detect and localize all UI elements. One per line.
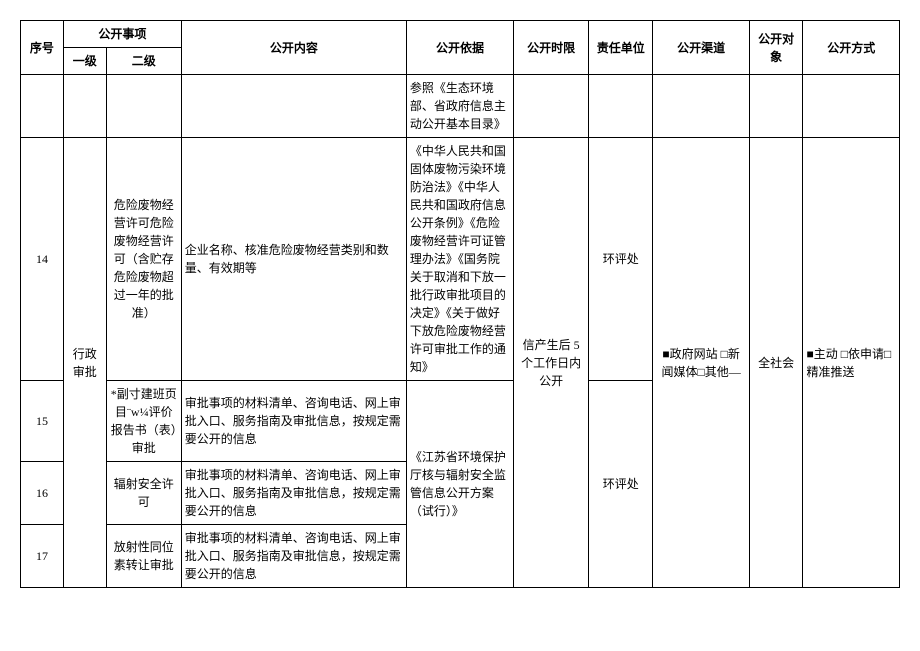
cell-empty bbox=[589, 75, 653, 138]
cell-empty bbox=[63, 75, 106, 138]
row-top: 参照《生态环境部、省政府信息主动公开基本目录》 bbox=[21, 75, 900, 138]
cell-lv1: 行政审批 bbox=[63, 138, 106, 588]
header-time: 公开时限 bbox=[514, 21, 589, 75]
header-resp: 责任单位 bbox=[589, 21, 653, 75]
header-target: 公开对象 bbox=[749, 21, 803, 75]
cell-content-15: 审批事项的材料清单、咨询电话、网上审批入口、服务指南及审批信息，按规定需要公开的… bbox=[181, 381, 406, 462]
header-matters: 公开事项 bbox=[63, 21, 181, 48]
cell-empty bbox=[749, 75, 803, 138]
header-lv1: 一级 bbox=[63, 48, 106, 75]
cell-seq-16: 16 bbox=[21, 462, 64, 525]
cell-time: 信产生后 5 个工作日内公开 bbox=[514, 138, 589, 588]
cell-basis-14: 《中华人民共和国固体废物污染环境防治法》《中华人民共和国政府信息公开条例》《危险… bbox=[406, 138, 513, 381]
cell-resp-16: 环评处 bbox=[589, 381, 653, 588]
cell-basis-top: 参照《生态环境部、省政府信息主动公开基本目录》 bbox=[406, 75, 513, 138]
cell-empty bbox=[514, 75, 589, 138]
cell-lv2-16: 辐射安全许可 bbox=[106, 462, 181, 525]
header-row-1: 序号 公开事项 公开内容 公开依据 公开时限 责任单位 公开渠道 公开对象 公开… bbox=[21, 21, 900, 48]
disclosure-table: 序号 公开事项 公开内容 公开依据 公开时限 责任单位 公开渠道 公开对象 公开… bbox=[20, 20, 900, 588]
header-method: 公开方式 bbox=[803, 21, 900, 75]
cell-empty bbox=[21, 75, 64, 138]
cell-seq-14: 14 bbox=[21, 138, 64, 381]
cell-lv2-15: *副寸建班页目¨w¼评价报告书（表）审批 bbox=[106, 381, 181, 462]
cell-empty bbox=[803, 75, 900, 138]
header-content: 公开内容 bbox=[181, 21, 406, 75]
header-lv2: 二级 bbox=[106, 48, 181, 75]
cell-target: 全社会 bbox=[749, 138, 803, 588]
cell-seq-17: 17 bbox=[21, 525, 64, 588]
cell-empty bbox=[653, 75, 749, 138]
header-seq: 序号 bbox=[21, 21, 64, 75]
cell-channel: ■政府网站 □新闻媒体□其他— bbox=[653, 138, 749, 588]
cell-seq-15: 15 bbox=[21, 381, 64, 462]
cell-content-17: 审批事项的材料清单、咨询电话、网上审批入口、服务指南及审批信息，按规定需要公开的… bbox=[181, 525, 406, 588]
cell-lv2-17: 放射性同位素转让审批 bbox=[106, 525, 181, 588]
row-14: 14 行政审批 危险废物经营许可危险废物经营许可（含贮存危险废物超过一年的批准）… bbox=[21, 138, 900, 381]
cell-lv2-14: 危险废物经营许可危险废物经营许可（含贮存危险废物超过一年的批准） bbox=[106, 138, 181, 381]
cell-content-16: 审批事项的材料清单、咨询电话、网上审批入口、服务指南及审批信息，按规定需要公开的… bbox=[181, 462, 406, 525]
cell-empty bbox=[181, 75, 406, 138]
cell-content-14: 企业名称、核准危险废物经营类别和数量、有效期等 bbox=[181, 138, 406, 381]
cell-basis-16: 《江苏省环境保护厅核与辐射安全监管信息公开方案（试行）》 bbox=[406, 381, 513, 588]
cell-method: ■主动 □依申请□精准推送 bbox=[803, 138, 900, 588]
cell-empty bbox=[106, 75, 181, 138]
header-basis: 公开依据 bbox=[406, 21, 513, 75]
cell-resp-14: 环评处 bbox=[589, 138, 653, 381]
header-channel: 公开渠道 bbox=[653, 21, 749, 75]
